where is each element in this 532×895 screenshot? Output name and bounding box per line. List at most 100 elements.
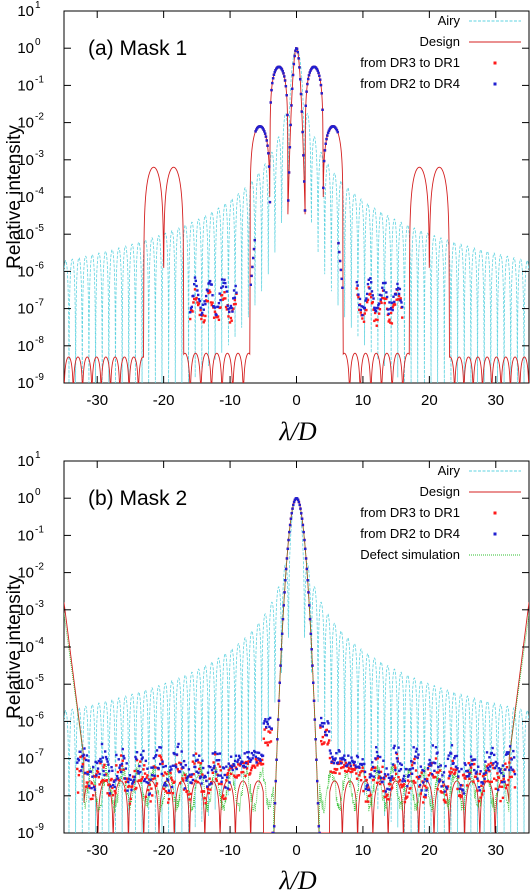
data-point <box>287 199 290 202</box>
data-point <box>166 779 170 782</box>
data-point <box>441 774 444 777</box>
panel-b-ylabel: Relative intensity <box>4 575 25 719</box>
data-point <box>206 300 209 303</box>
data-point <box>393 764 396 767</box>
data-point <box>492 777 496 780</box>
data-point <box>205 779 208 783</box>
data-point <box>347 767 351 770</box>
data-point <box>338 772 341 775</box>
data-point <box>217 758 221 762</box>
data-point <box>136 769 140 773</box>
data-point <box>126 778 129 781</box>
data-point <box>229 304 233 308</box>
data-point <box>218 752 222 755</box>
data-point <box>182 788 186 791</box>
data-point <box>213 753 217 756</box>
data-point <box>209 301 213 304</box>
data-point <box>369 793 372 797</box>
data-point <box>124 780 128 784</box>
data-point <box>232 762 235 766</box>
data-point <box>139 770 142 774</box>
data-point <box>421 768 424 772</box>
data-point <box>412 779 415 783</box>
data-point <box>254 757 258 761</box>
data-point <box>207 791 211 795</box>
data-point <box>113 789 116 793</box>
data-point <box>481 782 485 785</box>
data-point <box>397 286 400 290</box>
data-point <box>459 783 462 787</box>
data-point <box>455 754 458 758</box>
data-point <box>359 771 362 774</box>
data-point <box>336 130 339 134</box>
data-point <box>226 304 229 307</box>
y-tick-label: 10 <box>17 639 34 656</box>
data-point <box>291 87 294 90</box>
data-point <box>96 761 99 765</box>
data-point <box>434 746 438 749</box>
data-point <box>178 770 182 773</box>
data-point <box>217 762 220 766</box>
data-point <box>437 780 441 783</box>
data-point <box>192 294 195 298</box>
data-point <box>224 285 228 289</box>
data-point <box>369 277 372 280</box>
data-point <box>328 749 332 752</box>
data-point <box>322 159 326 163</box>
data-point <box>244 774 247 777</box>
data-point <box>110 766 113 769</box>
data-point <box>276 738 279 741</box>
data-point <box>457 775 460 778</box>
data-point <box>477 800 481 803</box>
x-tick-label: -10 <box>219 392 241 409</box>
data-point <box>426 779 429 783</box>
data-point <box>376 306 379 310</box>
x-tick-label: 0 <box>292 842 300 859</box>
data-point <box>127 777 131 780</box>
data-point <box>451 759 454 763</box>
data-point <box>379 755 382 759</box>
data-point <box>237 754 241 758</box>
data-point <box>206 787 210 791</box>
data-point <box>156 774 159 778</box>
data-point <box>258 758 262 761</box>
data-point <box>116 770 120 774</box>
series-airy <box>64 497 529 833</box>
data-point <box>174 763 178 766</box>
data-point <box>425 786 428 789</box>
data-point <box>132 778 136 781</box>
data-point <box>500 785 504 789</box>
data-point <box>251 256 255 260</box>
data-point <box>419 792 423 795</box>
data-point <box>180 767 183 770</box>
data-point <box>169 765 172 768</box>
data-point <box>474 775 478 779</box>
data-point <box>406 784 409 788</box>
data-point <box>333 767 336 771</box>
data-point <box>85 781 89 784</box>
y-tick-label: 10 <box>17 825 34 842</box>
data-point <box>225 290 229 293</box>
data-point <box>201 314 205 317</box>
data-point <box>424 793 427 797</box>
data-point <box>280 632 284 635</box>
data-point <box>393 303 397 306</box>
data-point <box>145 776 148 779</box>
data-point <box>148 783 152 786</box>
data-point <box>315 758 318 761</box>
data-point <box>321 735 325 739</box>
data-point <box>377 776 380 780</box>
data-point <box>88 784 91 788</box>
data-point <box>182 759 186 763</box>
data-point <box>86 770 89 774</box>
data-point <box>199 775 203 778</box>
y-tick-exponent: -6 <box>35 710 44 721</box>
data-point <box>76 791 80 794</box>
data-point <box>213 764 216 768</box>
data-point <box>154 755 157 758</box>
data-point <box>211 301 214 304</box>
data-point <box>305 567 309 571</box>
data-point <box>360 769 364 773</box>
data-point <box>240 771 243 774</box>
data-point <box>200 790 203 793</box>
